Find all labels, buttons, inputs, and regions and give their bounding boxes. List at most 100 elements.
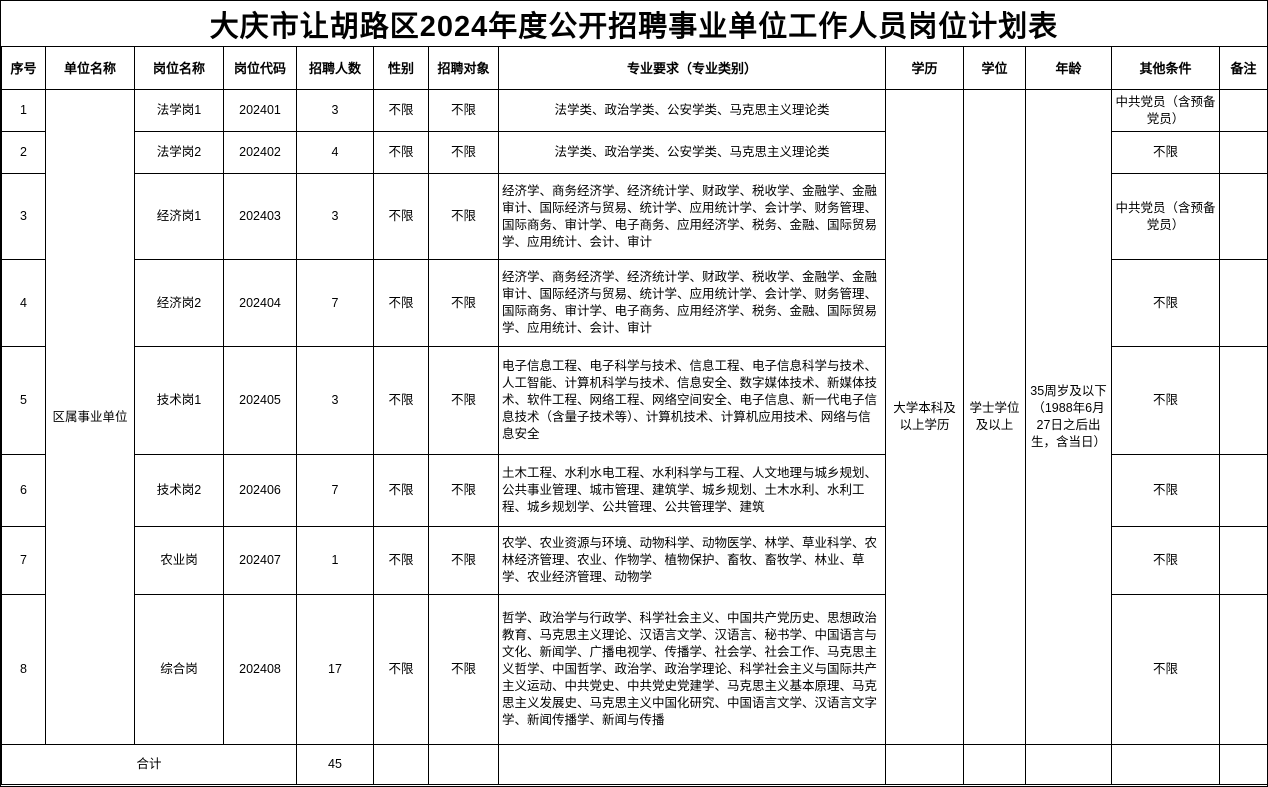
cell-other: 中共党员（含预备党员） [1111,173,1220,260]
cell-degree-merged: 学士学位及以上 [963,89,1026,745]
empty-cell [373,744,429,785]
page-title: 大庆市让胡路区2024年度公开招聘事业单位工作人员岗位计划表 [209,10,1059,43]
recruitment-plan-table: 序号 单位名称 岗位名称 岗位代码 招聘人数 性别 招聘对象 专业要求（专业类别… [1,46,1267,785]
cell-majors: 农学、农业资源与环境、动物科学、动物医学、林学、草业科学、农林经济管理、农业、作… [498,526,886,595]
cell-gender: 不限 [373,131,429,174]
cell-remark [1219,173,1267,260]
cell-unit-name-merged: 区属事业单位 [45,89,135,745]
cell-other: 不限 [1111,259,1220,347]
total-row: 合计 45 [1,744,1267,785]
cell-code: 202404 [223,259,297,347]
cell-code: 202401 [223,89,297,132]
cell-position: 法学岗1 [134,89,224,132]
table-row: 2 法学岗2 202402 4 不限 不限 法学类、政治学类、公安学类、马克思主… [1,131,1267,174]
empty-cell [885,744,964,785]
col-header-no: 序号 [1,46,46,90]
total-count-cell: 45 [296,744,374,785]
cell-other: 不限 [1111,594,1220,745]
table-row: 7 农业岗 202407 1 不限 不限 农学、农业资源与环境、动物科学、动物医… [1,526,1267,595]
col-header-count: 招聘人数 [296,46,374,90]
cell-majors: 电子信息工程、电子科学与技术、信息工程、电子信息科学与技术、人工智能、计算机科学… [498,346,886,455]
cell-position: 农业岗 [134,526,224,595]
col-header-code: 岗位代码 [223,46,297,90]
cell-position: 综合岗 [134,594,224,745]
cell-target: 不限 [428,526,499,595]
cell-gender: 不限 [373,594,429,745]
cell-majors: 哲学、政治学与行政学、科学社会主义、中国共产党历史、思想政治教育、马克思主义理论… [498,594,886,745]
cell-no: 6 [1,454,46,527]
cell-no: 2 [1,131,46,174]
empty-cell [963,744,1026,785]
cell-other: 不限 [1111,346,1220,455]
cell-target: 不限 [428,259,499,347]
cell-target: 不限 [428,173,499,260]
total-label-cell: 合计 [1,744,297,785]
col-header-education: 学历 [885,46,964,90]
cell-count: 17 [296,594,374,745]
cell-remark [1219,131,1267,174]
cell-remark [1219,259,1267,347]
cell-remark [1219,454,1267,527]
cell-position: 法学岗2 [134,131,224,174]
cell-majors: 土木工程、水利水电工程、水利科学与工程、人文地理与城乡规划、公共事业管理、城市管… [498,454,886,527]
empty-cell [498,744,886,785]
table-row: 5 技术岗1 202405 3 不限 不限 电子信息工程、电子科学与技术、信息工… [1,346,1267,455]
cell-no: 7 [1,526,46,595]
col-header-degree: 学位 [963,46,1026,90]
cell-gender: 不限 [373,346,429,455]
cell-position: 技术岗2 [134,454,224,527]
col-header-remark: 备注 [1219,46,1267,90]
cell-majors: 法学类、政治学类、公安学类、马克思主义理论类 [498,89,886,132]
cell-gender: 不限 [373,526,429,595]
empty-cell [1219,744,1267,785]
cell-majors: 经济学、商务经济学、经济统计学、财政学、税收学、金融学、金融审计、国际经济与贸易… [498,259,886,347]
empty-cell [1111,744,1220,785]
cell-code: 202402 [223,131,297,174]
cell-education-merged: 大学本科及以上学历 [885,89,964,745]
cell-remark [1219,346,1267,455]
cell-count: 1 [296,526,374,595]
header-row: 序号 单位名称 岗位名称 岗位代码 招聘人数 性别 招聘对象 专业要求（专业类别… [1,46,1267,90]
cell-code: 202407 [223,526,297,595]
cell-count: 4 [296,131,374,174]
cell-position: 经济岗2 [134,259,224,347]
cell-position: 经济岗1 [134,173,224,260]
cell-count: 3 [296,173,374,260]
empty-cell [1025,744,1112,785]
cell-other: 不限 [1111,526,1220,595]
cell-target: 不限 [428,131,499,174]
cell-target: 不限 [428,89,499,132]
table-row: 1 区属事业单位 法学岗1 202401 3 不限 不限 法学类、政治学类、公安… [1,89,1267,745]
cell-gender: 不限 [373,454,429,527]
table-row: 4 经济岗2 202404 7 不限 不限 经济学、商务经济学、经济统计学、财政… [1,259,1267,347]
cell-no: 3 [1,173,46,260]
cell-code: 202408 [223,594,297,745]
cell-count: 3 [296,89,374,132]
cell-gender: 不限 [373,173,429,260]
cell-remark [1219,594,1267,745]
cell-count: 3 [296,346,374,455]
col-header-majors: 专业要求（专业类别） [498,46,886,90]
col-header-other: 其他条件 [1111,46,1220,90]
col-header-unit: 单位名称 [45,46,135,90]
cell-no: 4 [1,259,46,347]
cell-age-merged: 35周岁及以下（1988年6月27日之后出生，含当日） [1025,89,1112,745]
cell-other: 中共党员（含预备党员） [1111,89,1220,132]
cell-target: 不限 [428,454,499,527]
cell-code: 202403 [223,173,297,260]
table-row: 3 经济岗1 202403 3 不限 不限 经济学、商务经济学、经济统计学、财政… [1,173,1267,260]
col-header-target: 招聘对象 [428,46,499,90]
cell-count: 7 [296,259,374,347]
cell-other: 不限 [1111,454,1220,527]
col-header-gender: 性别 [373,46,429,90]
cell-other: 不限 [1111,131,1220,174]
cell-remark [1219,526,1267,595]
cell-position: 技术岗1 [134,346,224,455]
cell-majors: 法学类、政治学类、公安学类、马克思主义理论类 [498,131,886,174]
cell-no: 8 [1,594,46,745]
cell-gender: 不限 [373,89,429,132]
cell-code: 202405 [223,346,297,455]
cell-code: 202406 [223,454,297,527]
cell-gender: 不限 [373,259,429,347]
